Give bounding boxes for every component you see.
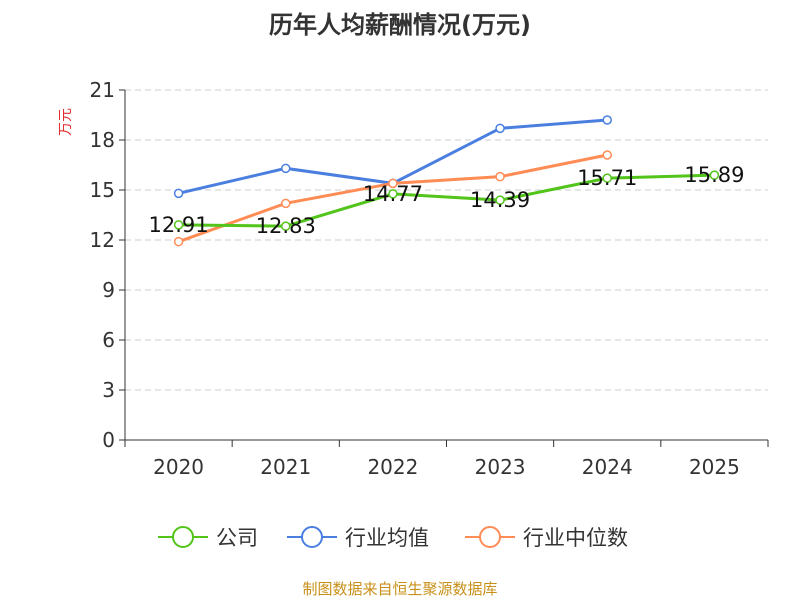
data-label: 12.83 <box>256 214 316 238</box>
x-tick-label: 2025 <box>689 455 740 479</box>
data-label: 12.91 <box>149 213 209 237</box>
y-tick-label: 18 <box>90 128 115 152</box>
y-tick-label: 3 <box>102 378 115 402</box>
series-line <box>178 173 715 228</box>
legend-marker[interactable] <box>172 526 194 548</box>
legend-label[interactable]: 行业均值 <box>345 526 429 550</box>
data-point[interactable] <box>173 236 184 247</box>
data-label: 14.77 <box>363 182 423 206</box>
data-point[interactable] <box>173 188 184 199</box>
legend-label[interactable]: 公司 <box>216 526 258 550</box>
source-note: 制图数据来自恒生聚源数据库 <box>302 580 497 598</box>
data-point[interactable] <box>388 178 398 189</box>
data-point[interactable] <box>495 123 505 134</box>
data-point[interactable] <box>281 198 291 209</box>
x-tick-label: 2022 <box>367 455 418 479</box>
y-tick-label: 12 <box>90 228 115 252</box>
legend-label[interactable]: 行业中位数 <box>523 526 628 550</box>
x-tick-label: 2021 <box>260 455 311 479</box>
data-label: 15.89 <box>684 163 744 187</box>
x-tick-label: 2020 <box>153 455 204 479</box>
data-label: 14.39 <box>470 188 530 212</box>
x-tick-label: 2024 <box>582 455 633 479</box>
data-point[interactable] <box>281 163 291 174</box>
data-point[interactable] <box>495 195 505 205</box>
data-label: 15.71 <box>577 166 637 190</box>
y-tick-label: 6 <box>102 328 115 352</box>
legend-marker[interactable] <box>479 526 501 548</box>
y-tick-label: 21 <box>90 78 115 102</box>
data-point[interactable] <box>602 150 612 160</box>
y-axis-label: 万元 <box>58 108 74 136</box>
data-point[interactable] <box>173 220 184 230</box>
y-tick-label: 0 <box>102 428 115 452</box>
legend-marker[interactable] <box>301 526 323 548</box>
data-point[interactable] <box>602 173 612 183</box>
data-point[interactable] <box>495 171 505 182</box>
data-point[interactable] <box>281 221 291 231</box>
data-point[interactable] <box>388 189 398 199</box>
y-tick-label: 15 <box>90 178 115 202</box>
data-point[interactable] <box>709 170 720 180</box>
data-point[interactable] <box>602 115 612 125</box>
x-tick-label: 2023 <box>475 455 526 479</box>
chart-title: 历年人均薪酬情况(万元) <box>269 11 531 39</box>
y-tick-label: 9 <box>102 278 115 302</box>
